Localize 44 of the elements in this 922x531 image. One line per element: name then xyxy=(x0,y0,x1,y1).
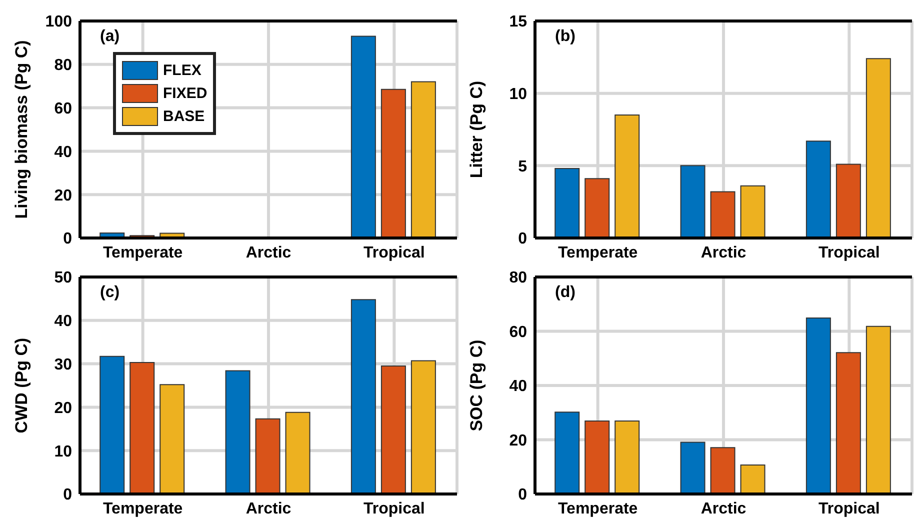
x-tick-label: Temperate xyxy=(558,244,638,262)
y-tick-label: 60 xyxy=(54,100,72,118)
y-tick-label: 20 xyxy=(54,400,72,417)
y-tick-label: 0 xyxy=(63,230,72,248)
legend-label: BASE xyxy=(163,108,205,125)
x-tick-label: Temperate xyxy=(558,500,638,518)
y-tick-label: 0 xyxy=(518,486,528,504)
y-tick-label: 20 xyxy=(509,432,528,450)
legend-label: FLEX xyxy=(163,62,202,79)
x-tick-label: Tropical xyxy=(818,244,880,262)
y-tick-label: 60 xyxy=(509,324,528,341)
legend-label: FIXED xyxy=(163,85,208,102)
x-tick-label: Tropical xyxy=(363,500,425,518)
x-tick-label: Arctic xyxy=(246,500,292,518)
y-axis-title: CWD (Pg C) xyxy=(12,338,32,434)
x-tick-label: Arctic xyxy=(246,244,292,262)
x-tick-label: Temperate xyxy=(102,500,183,518)
y-tick-label: 30 xyxy=(54,356,72,374)
x-tick-label: Arctic xyxy=(700,500,746,518)
y-tick-label: 50 xyxy=(54,270,72,287)
y-axis-title: Living biomass (Pg C) xyxy=(12,40,32,219)
y-tick-label: 10 xyxy=(509,86,528,104)
y-axis-title: SOC (Pg C) xyxy=(467,340,486,432)
y-tick-label: 20 xyxy=(54,187,72,204)
y-tick-label: 40 xyxy=(509,378,528,396)
y-tick-label: 15 xyxy=(509,14,528,31)
y-tick-label: 80 xyxy=(54,57,72,74)
annotation: (b) xyxy=(555,28,576,46)
x-tick-label: Tropical xyxy=(363,244,425,262)
annotation: (d) xyxy=(555,284,576,302)
y-tick-label: 5 xyxy=(518,158,528,176)
y-tick-label: 80 xyxy=(509,270,528,287)
y-tick-label: 0 xyxy=(63,486,72,504)
y-tick-label: 100 xyxy=(45,14,72,31)
y-tick-label: 0 xyxy=(518,230,528,248)
y-tick-label: 10 xyxy=(54,443,72,460)
y-tick-label: 40 xyxy=(54,313,72,330)
y-axis-title: Litter (Pg C) xyxy=(467,80,486,178)
x-tick-label: Tropical xyxy=(818,500,880,518)
x-tick-label: Arctic xyxy=(700,244,746,262)
y-tick-label: 40 xyxy=(54,144,72,161)
annotation: (c) xyxy=(100,284,120,302)
x-tick-label: Temperate xyxy=(102,244,183,262)
annotation: (a) xyxy=(100,28,120,46)
